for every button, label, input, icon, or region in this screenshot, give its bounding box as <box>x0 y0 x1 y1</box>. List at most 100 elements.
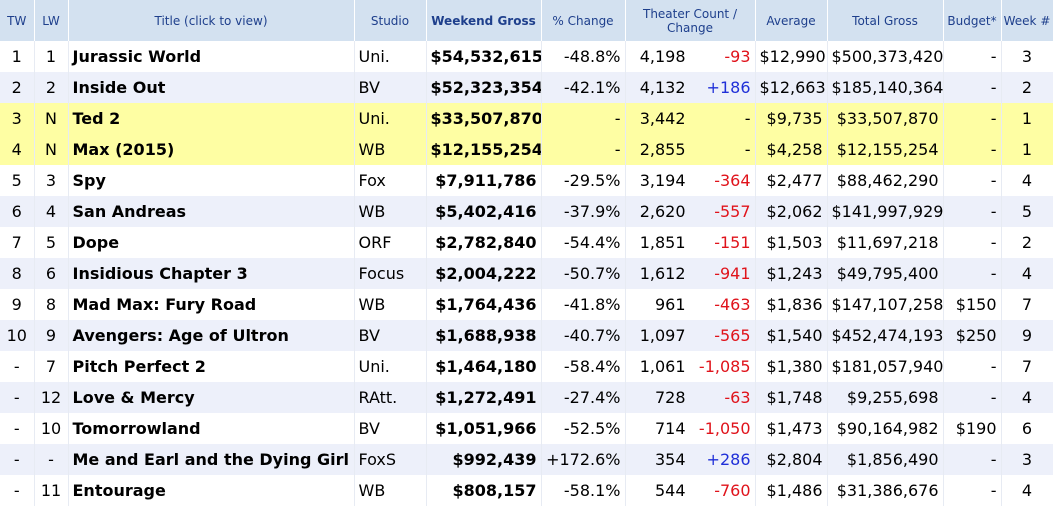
cell-average: $1,473 <box>755 413 828 444</box>
movie-title-link[interactable]: Pitch Perfect 2 <box>68 351 355 382</box>
movie-title-link[interactable]: Avengers: Age of Ultron <box>68 320 355 351</box>
theater-count-wrap: 1,851 -151 <box>630 233 751 252</box>
header-title[interactable]: Title (click to view) <box>68 0 355 41</box>
cell-pct-change: -29.5% <box>541 165 626 196</box>
studio-link[interactable]: FoxS <box>354 444 427 475</box>
cell-tw: - <box>0 382 35 413</box>
cell-total-gross: $31,386,676 <box>827 475 944 506</box>
movie-title-link[interactable]: Insidious Chapter 3 <box>68 258 355 289</box>
cell-pct-change: -40.7% <box>541 320 626 351</box>
cell-budget: - <box>943 382 1002 413</box>
cell-total-gross: $500,373,420 <box>827 41 944 72</box>
cell-pct-change: -50.7% <box>541 258 626 289</box>
cell-lw: N <box>34 103 69 134</box>
cell-average: $2,477 <box>755 165 828 196</box>
movie-title-link[interactable]: Dope <box>68 227 355 258</box>
cell-tw: - <box>0 475 35 506</box>
theater-count: 1,061 <box>639 357 686 376</box>
cell-theater-count: 714 -1,050 <box>625 413 756 444</box>
header-weekend-gross[interactable]: Weekend Gross <box>426 0 542 41</box>
movie-title-link[interactable]: Entourage <box>68 475 355 506</box>
theater-count-wrap: 1,061 -1,085 <box>630 357 751 376</box>
studio-link[interactable]: BV <box>354 320 427 351</box>
studio-link[interactable]: Uni. <box>354 103 427 134</box>
cell-lw: 1 <box>34 41 69 72</box>
cell-total-gross: $181,057,940 <box>827 351 944 382</box>
header-pct-change[interactable]: % Change <box>541 0 626 41</box>
studio-link[interactable]: Uni. <box>354 351 427 382</box>
header-budget[interactable]: Budget* <box>943 0 1002 41</box>
cell-budget: $250 <box>943 320 1002 351</box>
cell-weekend-gross: $52,323,354 <box>426 72 542 103</box>
studio-link[interactable]: BV <box>354 413 427 444</box>
studio-link[interactable]: Uni. <box>354 41 427 72</box>
table-row: 4 N Max (2015) WB $12,155,254-2,855- $4,258 $1… <box>0 134 1053 165</box>
cell-weekend-gross: $5,402,416 <box>426 196 542 227</box>
theater-change: -565 <box>714 326 751 345</box>
cell-budget: - <box>943 72 1002 103</box>
cell-budget: - <box>943 258 1002 289</box>
theater-change: - <box>744 109 751 128</box>
cell-theater-count: 2,855 - <box>625 134 756 165</box>
table-row: - - Me and Earl and the Dying Girl FoxS $992… <box>0 444 1053 475</box>
theater-change: -63 <box>724 388 751 407</box>
studio-link[interactable]: WB <box>354 475 427 506</box>
movie-title-link[interactable]: Me and Earl and the Dying Girl <box>68 444 355 475</box>
cell-tw: 4 <box>0 134 35 165</box>
studio-link[interactable]: WB <box>354 289 427 320</box>
studio-link[interactable]: RAtt. <box>354 382 427 413</box>
movie-title-link[interactable]: Ted 2 <box>68 103 355 134</box>
movie-title-link[interactable]: Tomorrowland <box>68 413 355 444</box>
studio-link[interactable]: BV <box>354 72 427 103</box>
cell-total-gross: $141,997,929 <box>827 196 944 227</box>
header-average[interactable]: Average <box>755 0 828 41</box>
header-row: TW LW Title (click to view) Studio Weeke… <box>0 0 1053 41</box>
cell-budget: - <box>943 134 1002 165</box>
header-theater-count[interactable]: Theater Count / Change <box>625 0 756 41</box>
header-total-gross[interactable]: Total Gross <box>827 0 944 41</box>
table-body: 1 1 Jurassic World Uni. $54,532,615 -48.8% 4,1… <box>0 41 1053 506</box>
theater-count-wrap: 354 +286 <box>630 450 751 469</box>
header-week[interactable]: Week # <box>1001 0 1053 41</box>
cell-pct-change: -58.4% <box>541 351 626 382</box>
movie-title-link[interactable]: San Andreas <box>68 196 355 227</box>
studio-link[interactable]: WB <box>354 134 427 165</box>
theater-change: -760 <box>714 481 751 500</box>
cell-pct-change: -58.1% <box>541 475 626 506</box>
cell-theater-count: 1,061 -1,085 <box>625 351 756 382</box>
movie-title-link[interactable]: Max (2015) <box>68 134 355 165</box>
theater-count: 961 <box>654 295 686 314</box>
header-studio[interactable]: Studio <box>354 0 427 41</box>
cell-theater-count: 4,198 -93 <box>625 41 756 72</box>
cell-weekend-gross: $1,464,180 <box>426 351 542 382</box>
cell-lw: 10 <box>34 413 69 444</box>
theater-count-wrap: 3,442 - <box>630 109 751 128</box>
cell-pct-change: -41.8% <box>541 289 626 320</box>
header-lw[interactable]: LW <box>34 0 69 41</box>
header-tw[interactable]: TW <box>0 0 35 41</box>
cell-lw: 9 <box>34 320 69 351</box>
cell-average: $1,503 <box>755 227 828 258</box>
cell-average: $1,243 <box>755 258 828 289</box>
studio-link[interactable]: ORF <box>354 227 427 258</box>
movie-title-link[interactable]: Spy <box>68 165 355 196</box>
theater-count: 1,851 <box>639 233 686 252</box>
cell-weekend-gross: $1,688,938 <box>426 320 542 351</box>
cell-average: $1,486 <box>755 475 828 506</box>
studio-link[interactable]: WB <box>354 196 427 227</box>
cell-theater-count: 1,851 -151 <box>625 227 756 258</box>
theater-count-wrap: 3,194 -364 <box>630 171 751 190</box>
cell-week: 9 <box>1001 320 1053 351</box>
movie-title-link[interactable]: Jurassic World <box>68 41 355 72</box>
cell-lw: 11 <box>34 475 69 506</box>
cell-theater-count: 544 -760 <box>625 475 756 506</box>
theater-change: +286 <box>706 450 751 469</box>
cell-lw: - <box>34 444 69 475</box>
movie-title-link[interactable]: Love & Mercy <box>68 382 355 413</box>
movie-title-link[interactable]: Inside Out <box>68 72 355 103</box>
movie-title-link[interactable]: Mad Max: Fury Road <box>68 289 355 320</box>
theater-change: -364 <box>714 171 751 190</box>
cell-theater-count: 3,442 - <box>625 103 756 134</box>
studio-link[interactable]: Fox <box>354 165 427 196</box>
studio-link[interactable]: Focus <box>354 258 427 289</box>
